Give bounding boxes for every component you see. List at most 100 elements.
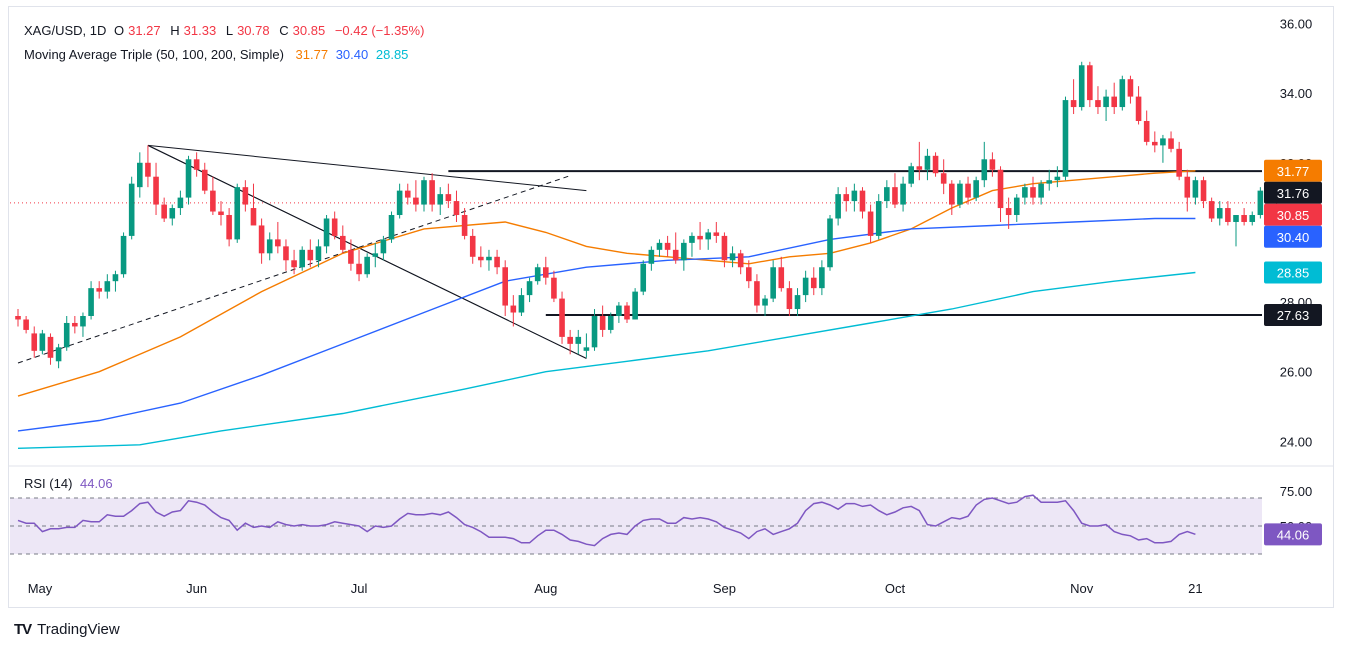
candle[interactable] [932, 152, 939, 177]
candle[interactable] [23, 316, 29, 334]
candle[interactable] [981, 141, 988, 188]
candle[interactable] [697, 221, 703, 250]
candle[interactable] [372, 242, 379, 268]
candle[interactable] [746, 260, 752, 289]
candle[interactable] [1233, 215, 1239, 247]
candle[interactable] [616, 302, 622, 323]
candle[interactable] [632, 288, 638, 320]
candle[interactable] [348, 239, 354, 271]
candle[interactable] [875, 194, 882, 240]
candle[interactable] [1192, 176, 1199, 205]
candle[interactable] [437, 187, 444, 216]
candle[interactable] [762, 295, 768, 316]
candle[interactable] [1095, 86, 1101, 115]
candle[interactable] [1111, 82, 1117, 115]
candle[interactable] [413, 180, 419, 212]
candle[interactable] [1103, 89, 1109, 121]
candle[interactable] [1078, 61, 1085, 111]
candle[interactable] [689, 232, 695, 257]
candle[interactable] [737, 249, 744, 275]
candle[interactable] [721, 232, 728, 268]
candle[interactable] [559, 291, 565, 344]
candle[interactable] [1005, 197, 1012, 229]
candle[interactable] [802, 270, 809, 303]
candle[interactable] [242, 180, 249, 212]
candle[interactable] [778, 256, 785, 292]
candle[interactable] [340, 225, 346, 254]
candle[interactable] [1038, 180, 1044, 205]
candle[interactable] [997, 166, 1004, 222]
candle[interactable] [445, 183, 452, 209]
candle[interactable] [461, 208, 468, 240]
candle[interactable] [819, 260, 825, 296]
candle[interactable] [331, 211, 338, 240]
candle[interactable] [396, 183, 403, 219]
tradingview-brand[interactable]: TV TradingView [14, 621, 120, 638]
candle[interactable] [924, 148, 931, 181]
candle[interactable] [867, 204, 874, 243]
candle[interactable] [96, 281, 102, 299]
candle[interactable] [851, 183, 858, 212]
candle[interactable] [502, 260, 508, 316]
candle[interactable] [827, 215, 833, 271]
candle[interactable] [210, 176, 216, 216]
candle[interactable] [469, 228, 476, 264]
candle[interactable] [949, 180, 955, 216]
candle[interactable] [1208, 197, 1215, 222]
candle[interactable] [1184, 169, 1191, 212]
candle[interactable] [1168, 131, 1174, 153]
candle[interactable] [39, 329, 46, 355]
candle[interactable] [1070, 79, 1077, 115]
candle[interactable] [599, 305, 606, 337]
candle[interactable] [429, 173, 435, 212]
candle[interactable] [1176, 141, 1182, 181]
candle[interactable] [283, 239, 289, 271]
candle[interactable] [989, 152, 996, 177]
candle[interactable] [648, 246, 655, 271]
candle[interactable] [55, 343, 62, 369]
candle[interactable] [63, 316, 70, 351]
candle[interactable] [226, 208, 232, 247]
candle[interactable] [510, 295, 517, 327]
candle[interactable] [543, 256, 549, 285]
candle[interactable] [258, 218, 265, 264]
candle[interactable] [291, 249, 297, 275]
candle[interactable] [112, 270, 119, 292]
candle[interactable] [453, 190, 460, 222]
candle[interactable] [72, 316, 78, 334]
candle[interactable] [1225, 201, 1231, 226]
candle[interactable] [201, 162, 208, 195]
candle[interactable] [193, 152, 200, 177]
candle[interactable] [88, 281, 94, 320]
candle[interactable] [973, 176, 979, 202]
candle[interactable] [185, 155, 192, 205]
candle[interactable] [137, 152, 143, 198]
candle[interactable] [754, 274, 760, 313]
candle[interactable] [1152, 131, 1158, 153]
candle[interactable] [810, 267, 817, 296]
candle[interactable] [15, 309, 21, 327]
candle[interactable] [770, 260, 776, 303]
candle[interactable] [534, 263, 541, 285]
candle[interactable] [128, 176, 135, 240]
candle[interactable] [1046, 169, 1053, 191]
candle[interactable] [299, 246, 305, 271]
candle[interactable] [218, 201, 224, 226]
candle[interactable] [916, 141, 923, 181]
candle[interactable] [266, 232, 273, 261]
candle[interactable] [1257, 187, 1264, 219]
candle[interactable] [356, 249, 362, 282]
candle[interactable] [364, 253, 370, 278]
candle[interactable] [940, 159, 947, 195]
candle[interactable] [1216, 201, 1223, 226]
candle[interactable] [1119, 75, 1126, 111]
candle[interactable] [404, 183, 411, 205]
candle[interactable] [843, 187, 850, 212]
candle[interactable] [1241, 208, 1247, 226]
candle[interactable] [380, 235, 387, 261]
candle[interactable] [1135, 86, 1142, 125]
candle[interactable] [1160, 134, 1166, 163]
candle[interactable] [957, 180, 963, 209]
candle[interactable] [672, 232, 679, 264]
